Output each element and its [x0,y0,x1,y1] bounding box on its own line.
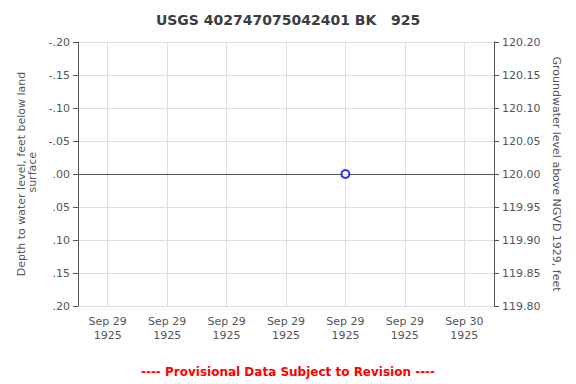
svg-text:119.95: 119.95 [502,201,541,214]
svg-text:.00: .00 [53,168,71,181]
svg-text:120.05: 120.05 [502,135,541,148]
svg-text:1925: 1925 [272,329,300,342]
svg-text:119.90: 119.90 [502,234,541,247]
svg-text:Sep 29: Sep 29 [386,315,424,328]
svg-text:-.05: -.05 [49,135,70,148]
svg-text:.20: .20 [53,300,71,313]
svg-text:Sep 30: Sep 30 [445,315,483,328]
svg-text:120.20: 120.20 [502,36,541,49]
svg-text:119.80: 119.80 [502,300,541,313]
svg-text:1925: 1925 [213,329,241,342]
svg-text:Sep 29: Sep 29 [207,315,245,328]
svg-text:surface: surface [26,152,39,196]
svg-text:120.15: 120.15 [502,69,541,82]
svg-text:Sep 29: Sep 29 [267,315,305,328]
svg-text:Sep 29: Sep 29 [326,315,364,328]
svg-text:1925: 1925 [94,329,122,342]
svg-text:Sep 29: Sep 29 [148,315,186,328]
svg-text:1925: 1925 [153,329,181,342]
svg-text:---- Provisional Data Subject: ---- Provisional Data Subject to Revisio… [141,365,435,379]
svg-text:-.10: -.10 [49,102,70,115]
svg-text:120.00: 120.00 [502,168,541,181]
svg-text:120.10: 120.10 [502,102,541,115]
svg-text:Depth to water level, feet bel: Depth to water level, feet below land [14,71,28,277]
svg-text:USGS 402747075042401 BK 925: USGS 402747075042401 BK 925 [156,12,420,28]
svg-text:Sep 29: Sep 29 [89,315,127,328]
svg-text:-.15: -.15 [49,69,70,82]
svg-text:1925: 1925 [331,329,359,342]
svg-text:1925: 1925 [391,329,419,342]
svg-text:119.85: 119.85 [502,267,541,280]
svg-text:-.20: -.20 [49,36,70,49]
svg-text:.10: .10 [53,234,71,247]
svg-text:.15: .15 [53,267,71,280]
svg-text:.05: .05 [53,201,71,214]
svg-text:1925: 1925 [450,329,478,342]
svg-text:Groundwater level above NGVD 1: Groundwater level above NGVD 1929, feet [550,56,563,292]
